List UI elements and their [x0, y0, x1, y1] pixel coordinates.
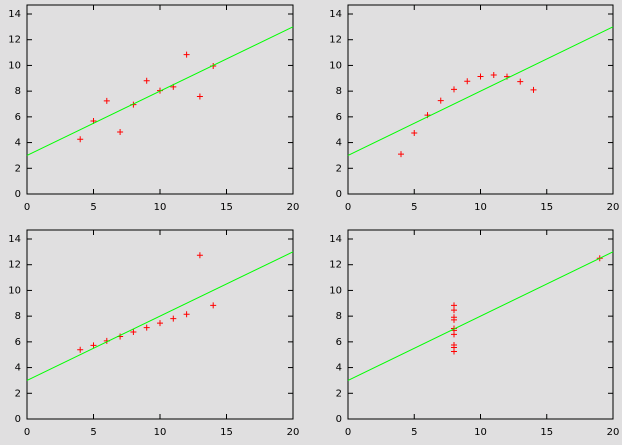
- point: [477, 73, 484, 80]
- y-tick-label: 0: [336, 189, 342, 200]
- fit-line: [347, 251, 614, 381]
- x-tick-label: 5: [411, 427, 417, 438]
- fit-line: [347, 26, 614, 156]
- plot-frame: [26, 4, 294, 195]
- point: [143, 77, 150, 84]
- point: [451, 314, 457, 321]
- y-tick-label: 8: [15, 311, 21, 322]
- y-tick-label: 10: [8, 285, 21, 296]
- point: [157, 320, 163, 327]
- y-tick-label: 12: [8, 260, 21, 271]
- x-tick-label: 10: [474, 202, 487, 213]
- point: [490, 71, 497, 78]
- y-tick-label: 2: [15, 163, 21, 174]
- y-tick-label: 8: [336, 86, 342, 97]
- y-tick-label: 8: [15, 86, 21, 97]
- x-tick-label: 0: [24, 202, 30, 213]
- point: [77, 136, 84, 143]
- point: [398, 151, 404, 158]
- point: [183, 311, 190, 318]
- y-tick-label: 0: [15, 414, 21, 425]
- y-tick-label: 8: [336, 311, 342, 322]
- point: [210, 302, 217, 309]
- y-tick-label: 4: [15, 363, 21, 374]
- fit-line: [26, 26, 294, 156]
- y-tick-label: 14: [329, 9, 342, 20]
- x-tick-label: 15: [220, 427, 233, 438]
- x-tick-label: 10: [474, 427, 487, 438]
- x-tick-label: 10: [154, 427, 167, 438]
- y-tick-label: 6: [15, 112, 21, 123]
- x-tick-label: 5: [90, 202, 96, 213]
- x-tick-label: 20: [607, 427, 620, 438]
- point: [196, 252, 203, 259]
- point: [183, 51, 190, 58]
- y-tick-label: 4: [336, 138, 342, 149]
- point: [143, 324, 150, 331]
- x-tick-label: 0: [345, 427, 351, 438]
- point: [437, 97, 444, 104]
- point: [451, 344, 457, 351]
- point: [464, 78, 471, 85]
- y-tick-label: 4: [15, 138, 21, 149]
- y-tick-label: 14: [8, 234, 21, 245]
- y-tick-label: 12: [329, 35, 342, 46]
- plot-frame: [347, 229, 614, 420]
- point: [411, 130, 418, 137]
- y-tick-label: 6: [336, 112, 342, 123]
- point: [117, 129, 124, 136]
- y-tick-label: 12: [8, 35, 21, 46]
- x-tick-label: 5: [90, 427, 96, 438]
- y-tick-label: 10: [329, 285, 342, 296]
- x-tick-label: 5: [411, 202, 417, 213]
- point: [170, 315, 177, 322]
- point: [517, 78, 524, 85]
- fit-line: [26, 251, 294, 381]
- y-tick-label: 2: [15, 388, 21, 399]
- y-tick-label: 14: [8, 9, 21, 20]
- x-tick-label: 20: [287, 427, 300, 438]
- y-tick-label: 4: [336, 363, 342, 374]
- y-tick-label: 6: [15, 337, 21, 348]
- x-tick-label: 20: [607, 202, 620, 213]
- point: [451, 86, 457, 93]
- point: [451, 307, 457, 314]
- y-tick-label: 2: [336, 388, 342, 399]
- x-tick-label: 15: [220, 202, 233, 213]
- x-tick-label: 15: [540, 427, 553, 438]
- point: [103, 97, 110, 104]
- x-tick-label: 15: [540, 202, 553, 213]
- y-tick-label: 0: [336, 414, 342, 425]
- y-tick-label: 12: [329, 260, 342, 271]
- x-tick-label: 0: [24, 427, 30, 438]
- point: [90, 342, 97, 349]
- y-tick-label: 14: [329, 234, 342, 245]
- plot-frame: [347, 4, 614, 195]
- y-tick-label: 0: [15, 189, 21, 200]
- point: [77, 346, 84, 353]
- point: [196, 93, 203, 100]
- y-tick-label: 6: [336, 337, 342, 348]
- x-tick-label: 10: [154, 202, 167, 213]
- y-tick-label: 10: [8, 60, 21, 71]
- point: [130, 328, 137, 335]
- y-tick-label: 10: [329, 60, 342, 71]
- point: [530, 86, 537, 93]
- x-tick-label: 0: [345, 202, 351, 213]
- x-tick-label: 20: [287, 202, 300, 213]
- y-tick-label: 2: [336, 163, 342, 174]
